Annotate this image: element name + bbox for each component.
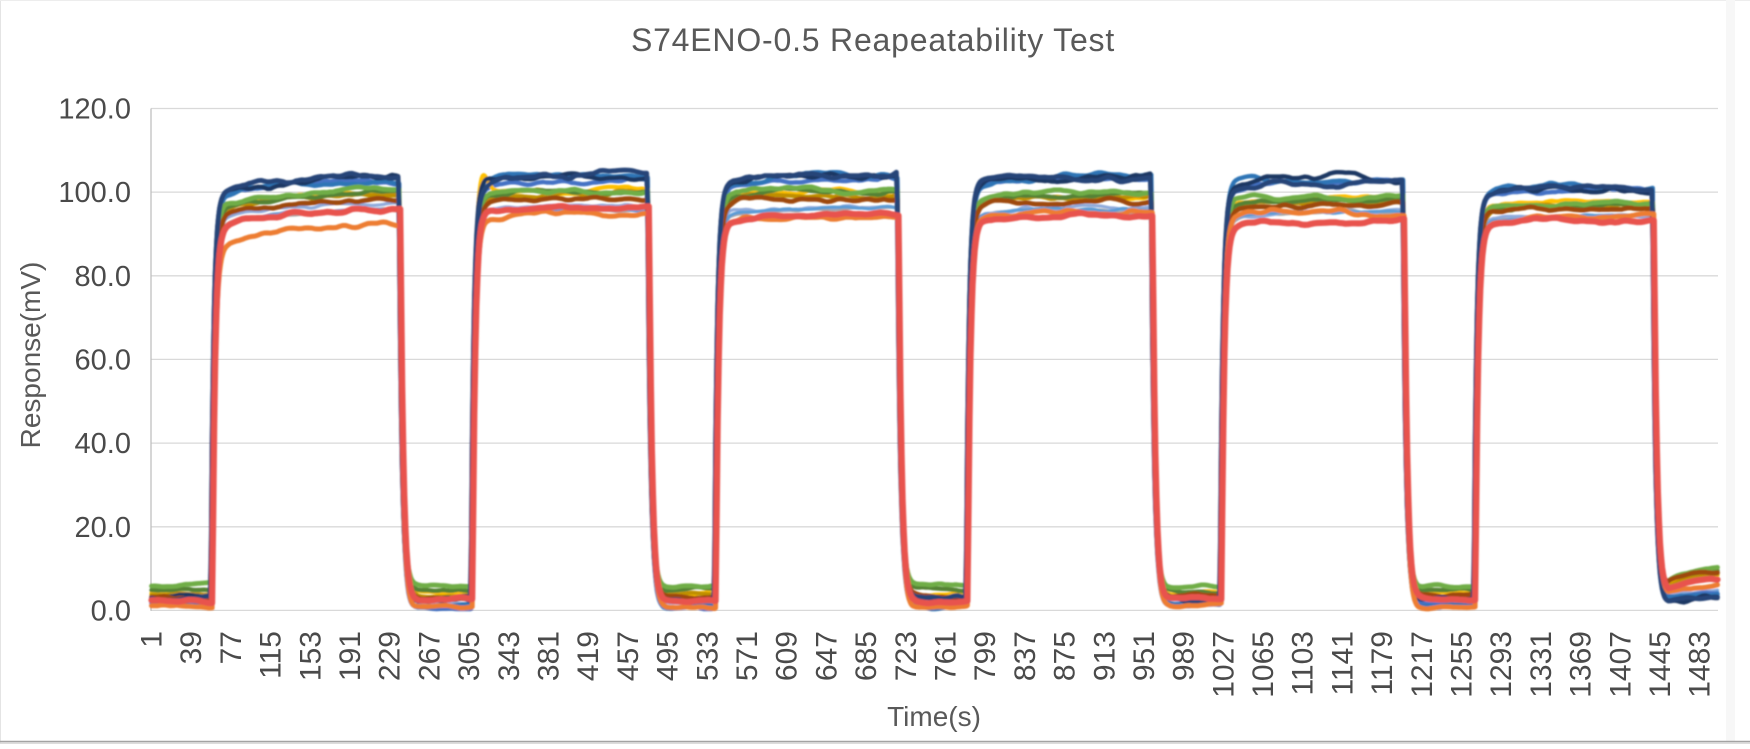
svg-text:837: 837 xyxy=(1009,631,1042,681)
svg-text:419: 419 xyxy=(572,631,605,681)
svg-text:1483: 1483 xyxy=(1684,631,1717,698)
svg-text:Time(s): Time(s) xyxy=(887,701,981,732)
svg-text:Response(mV): Response(mV) xyxy=(15,262,46,449)
svg-text:647: 647 xyxy=(810,631,843,681)
svg-text:1: 1 xyxy=(136,631,169,648)
svg-text:457: 457 xyxy=(612,631,645,681)
svg-text:20.0: 20.0 xyxy=(75,512,131,544)
svg-text:951: 951 xyxy=(1128,631,1161,681)
svg-text:40.0: 40.0 xyxy=(75,428,131,460)
svg-text:100.0: 100.0 xyxy=(58,177,131,209)
svg-text:913: 913 xyxy=(1088,631,1121,681)
svg-text:495: 495 xyxy=(652,631,685,681)
svg-text:1103: 1103 xyxy=(1287,631,1320,696)
svg-text:609: 609 xyxy=(771,631,804,681)
svg-text:153: 153 xyxy=(294,631,327,681)
svg-text:989: 989 xyxy=(1168,631,1201,681)
svg-text:1027: 1027 xyxy=(1207,631,1240,698)
svg-text:229: 229 xyxy=(374,631,407,681)
svg-text:1369: 1369 xyxy=(1565,631,1598,698)
svg-text:571: 571 xyxy=(731,631,764,681)
svg-text:115: 115 xyxy=(255,631,288,679)
svg-text:S74ENO-0.5 Reapeatability Test: S74ENO-0.5 Reapeatability Test xyxy=(631,22,1115,58)
svg-text:799: 799 xyxy=(969,631,1002,681)
svg-text:1445: 1445 xyxy=(1644,631,1677,698)
svg-text:533: 533 xyxy=(691,631,724,681)
svg-text:723: 723 xyxy=(890,631,923,681)
svg-text:343: 343 xyxy=(493,631,526,681)
svg-text:761: 761 xyxy=(930,631,963,681)
svg-text:1407: 1407 xyxy=(1604,631,1637,698)
svg-text:191: 191 xyxy=(334,631,367,681)
svg-text:1179: 1179 xyxy=(1366,631,1399,696)
svg-text:77: 77 xyxy=(215,631,248,664)
svg-text:1065: 1065 xyxy=(1247,631,1280,698)
svg-text:267: 267 xyxy=(413,631,446,681)
svg-text:1141: 1141 xyxy=(1326,631,1359,696)
svg-text:875: 875 xyxy=(1049,631,1082,681)
svg-text:305: 305 xyxy=(453,631,486,681)
svg-text:120.0: 120.0 xyxy=(58,94,131,126)
svg-text:1331: 1331 xyxy=(1525,631,1558,698)
svg-text:1255: 1255 xyxy=(1446,631,1479,698)
svg-text:1217: 1217 xyxy=(1406,631,1439,698)
svg-text:1293: 1293 xyxy=(1485,631,1518,698)
svg-text:39: 39 xyxy=(175,631,208,664)
svg-text:80.0: 80.0 xyxy=(75,261,131,293)
svg-text:685: 685 xyxy=(850,631,883,681)
svg-text:381: 381 xyxy=(533,631,566,681)
svg-text:60.0: 60.0 xyxy=(75,344,131,376)
svg-text:0.0: 0.0 xyxy=(91,595,131,627)
